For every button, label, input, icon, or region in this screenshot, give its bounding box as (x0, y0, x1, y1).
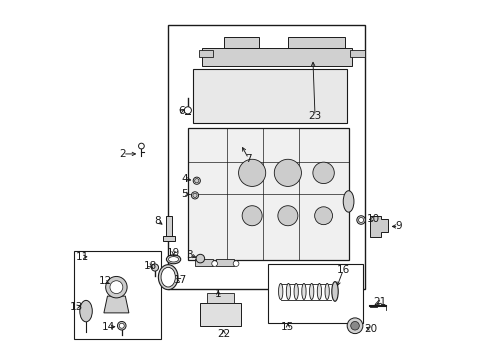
Text: 17: 17 (173, 275, 187, 285)
Polygon shape (202, 48, 352, 66)
Text: 3: 3 (186, 250, 193, 260)
Text: 5: 5 (182, 189, 188, 199)
Bar (195, 258, 213, 266)
Text: 22: 22 (217, 329, 230, 339)
Circle shape (195, 179, 199, 183)
Text: 14: 14 (102, 322, 115, 332)
Text: 4: 4 (182, 174, 188, 184)
Circle shape (278, 206, 298, 226)
Ellipse shape (169, 257, 178, 262)
Ellipse shape (80, 300, 92, 322)
Circle shape (193, 193, 197, 198)
Polygon shape (223, 37, 259, 48)
Circle shape (106, 276, 127, 298)
Circle shape (192, 192, 198, 199)
Ellipse shape (279, 283, 283, 300)
Ellipse shape (161, 267, 175, 287)
Text: 12: 12 (98, 276, 112, 287)
Ellipse shape (158, 265, 178, 290)
Circle shape (359, 217, 364, 222)
Bar (207, 293, 234, 303)
Bar (200, 303, 242, 327)
Text: 1: 1 (215, 289, 221, 298)
Circle shape (351, 321, 359, 330)
Text: 13: 13 (70, 302, 83, 312)
Circle shape (233, 261, 239, 266)
Circle shape (110, 281, 123, 294)
Text: 21: 21 (373, 297, 387, 307)
Circle shape (193, 177, 200, 184)
Circle shape (196, 254, 205, 263)
Circle shape (212, 261, 218, 266)
Bar (268, 264, 363, 323)
Circle shape (184, 107, 192, 114)
Bar (350, 50, 365, 57)
Text: 11: 11 (76, 252, 89, 262)
Text: 8: 8 (154, 216, 161, 226)
Circle shape (242, 206, 262, 226)
Ellipse shape (286, 283, 291, 300)
Bar (193, 69, 347, 123)
Circle shape (347, 318, 363, 334)
Text: 15: 15 (281, 322, 294, 332)
Circle shape (239, 159, 266, 186)
Circle shape (119, 323, 124, 328)
Text: 16: 16 (337, 265, 350, 275)
Ellipse shape (167, 255, 181, 264)
Circle shape (315, 207, 333, 225)
Text: 20: 20 (364, 324, 377, 334)
Polygon shape (104, 296, 129, 313)
Bar (166, 216, 172, 237)
Text: 18: 18 (144, 261, 157, 271)
Ellipse shape (302, 283, 306, 300)
Bar (198, 50, 213, 57)
Bar (168, 24, 365, 289)
Ellipse shape (294, 283, 298, 300)
Circle shape (313, 162, 334, 184)
Bar (74, 251, 161, 339)
Circle shape (118, 321, 126, 330)
Text: 6: 6 (178, 106, 185, 116)
Ellipse shape (332, 282, 338, 301)
Text: 10: 10 (367, 214, 379, 224)
Circle shape (151, 264, 159, 271)
Text: 7: 7 (245, 154, 252, 163)
Bar (163, 236, 175, 241)
Polygon shape (370, 216, 388, 237)
Text: 23: 23 (308, 111, 321, 121)
Ellipse shape (325, 283, 329, 300)
Circle shape (139, 143, 144, 149)
Text: 19: 19 (167, 248, 180, 258)
Ellipse shape (343, 191, 354, 212)
Circle shape (357, 216, 366, 224)
Text: 2: 2 (120, 149, 126, 159)
Bar (217, 258, 234, 266)
Text: 9: 9 (395, 221, 402, 231)
Circle shape (274, 159, 301, 186)
Polygon shape (288, 37, 345, 48)
Bar (188, 128, 348, 260)
Ellipse shape (318, 283, 321, 300)
Ellipse shape (310, 283, 314, 300)
